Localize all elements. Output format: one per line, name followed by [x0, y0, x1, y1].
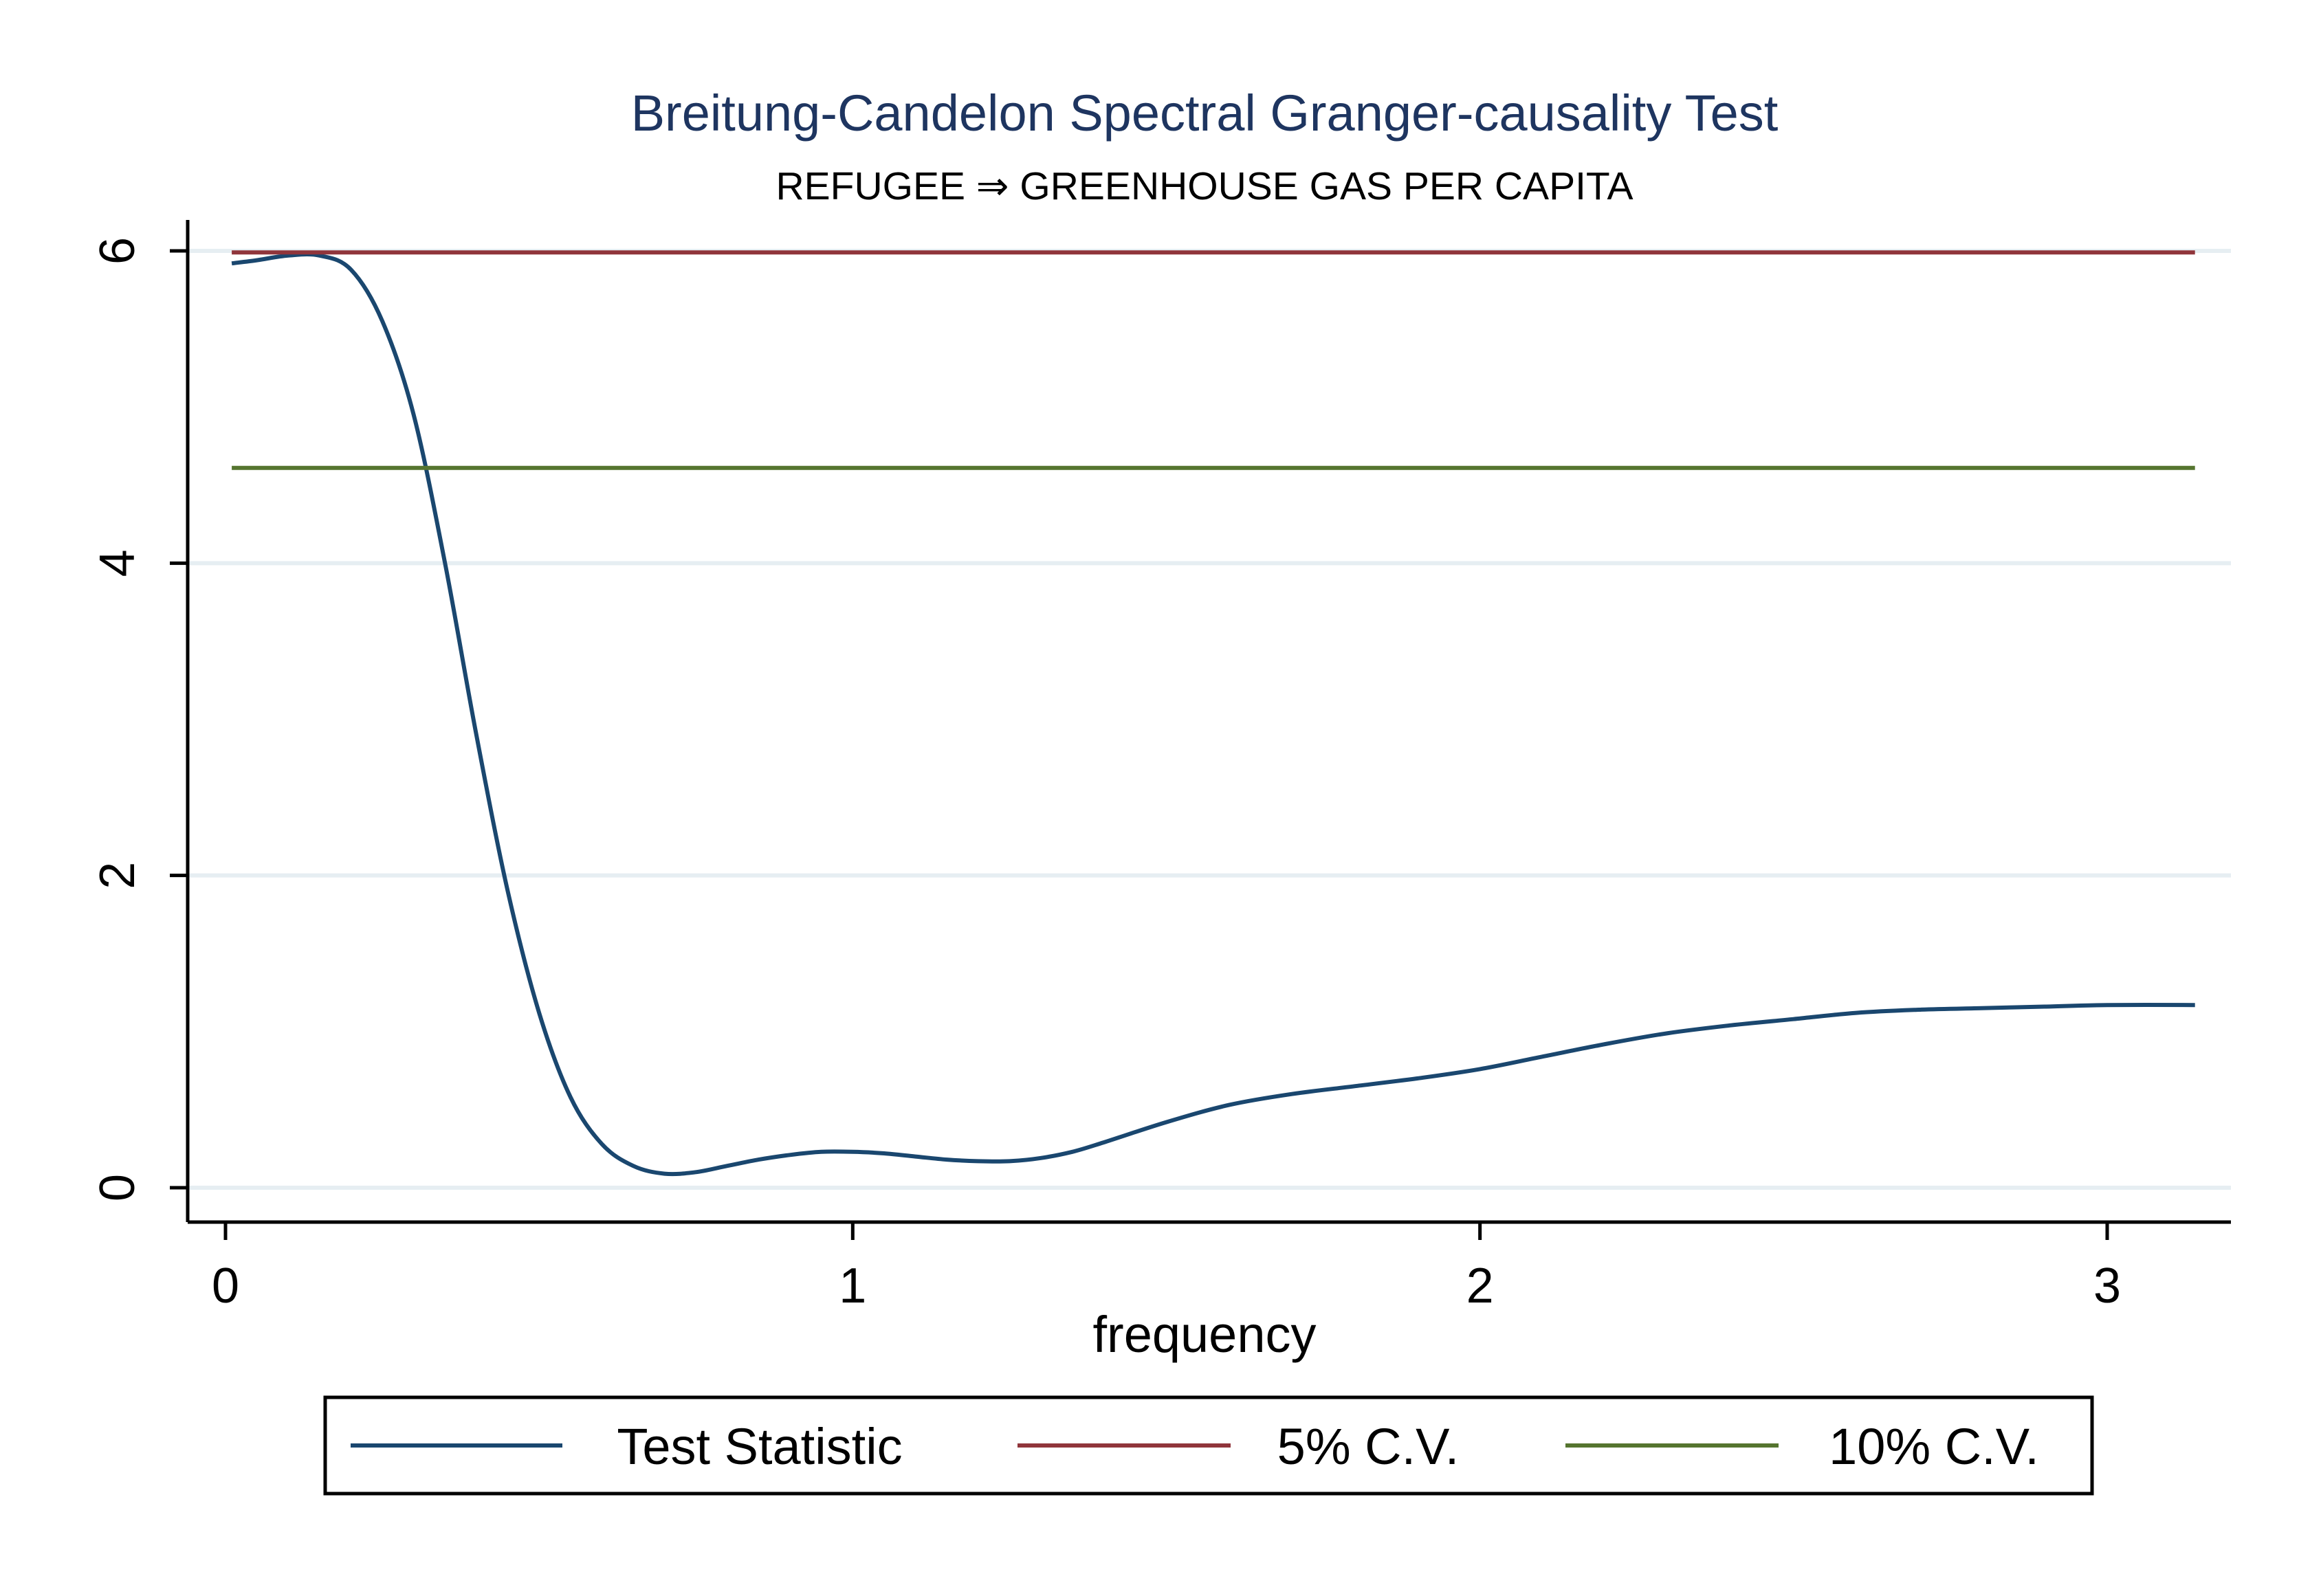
- chart-subtitle: REFUGEE ⇒ GREENHOUSE GAS PER CAPITA: [776, 164, 1633, 208]
- series-line-test-statistic: [231, 252, 2195, 1177]
- x-tick-label: 2: [1466, 1259, 1494, 1314]
- legend-label-5-c-v: 5% C.V.: [1277, 1418, 1460, 1475]
- y-tick-label: 0: [90, 1174, 145, 1201]
- chart-title: Breitung-Candelon Spectral Granger-causa…: [631, 85, 1779, 142]
- legend: Test Statistic 5% C.V. 10% C.V.: [323, 1395, 2094, 1496]
- plot-series: [231, 250, 2195, 1177]
- x-axis-label: frequency: [1093, 1306, 1317, 1363]
- x-tick-label: 3: [2093, 1259, 2121, 1314]
- y-tick-label: 6: [90, 237, 145, 265]
- y-tick-label: 4: [90, 549, 145, 577]
- x-tick-label: 1: [839, 1259, 866, 1314]
- x-tick-label: 0: [212, 1259, 239, 1314]
- y-tick-label: 2: [90, 862, 145, 889]
- legend-label-test-statistic: Test Statistic: [617, 1418, 902, 1475]
- legend-label-10-c-v: 10% C.V.: [1829, 1418, 2039, 1475]
- axes: 0 2 4 6 0 1 2 3: [90, 220, 2231, 1314]
